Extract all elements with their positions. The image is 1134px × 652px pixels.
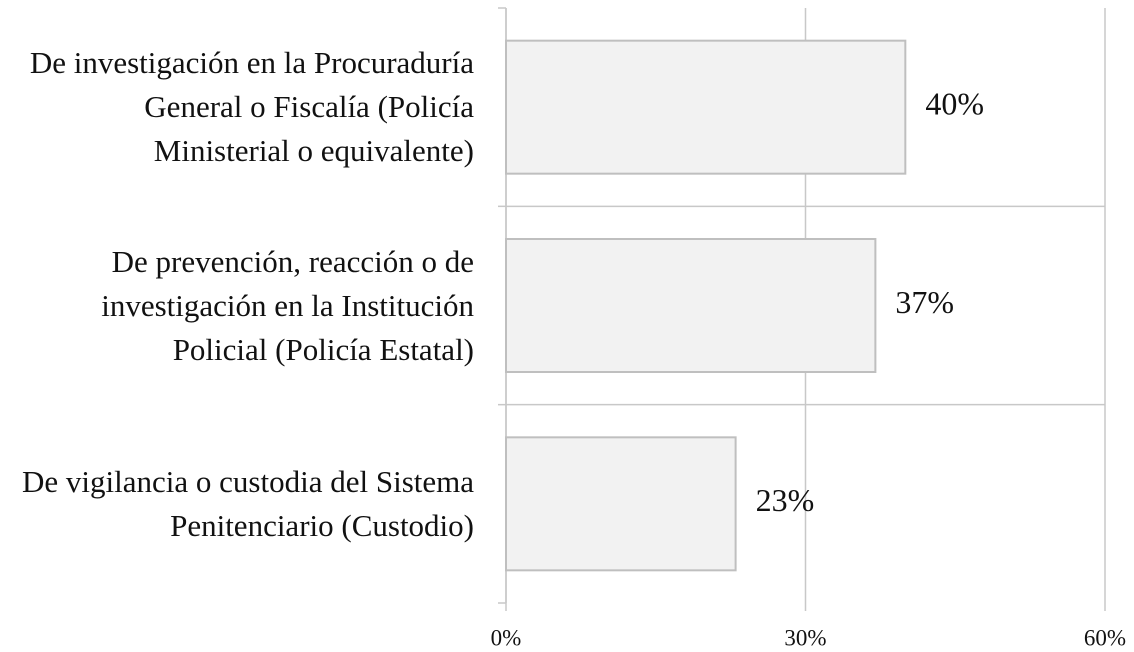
category-label: De vigilancia o custodia del Sistema Pen… [22,463,474,543]
value-label: 23% [756,482,815,518]
x-tick-label: 0% [491,625,522,650]
value-label: 37% [895,284,954,320]
x-tick-label: 30% [784,625,826,650]
bar [505,238,877,373]
bar [505,39,907,175]
x-tick-label: 60% [1084,625,1126,650]
category-label: De prevención, reacción o de investigaci… [101,243,474,367]
category-label: De investigación en la Procuraduría Gene… [29,45,474,169]
bar [505,436,737,572]
value-label: 40% [925,86,984,122]
